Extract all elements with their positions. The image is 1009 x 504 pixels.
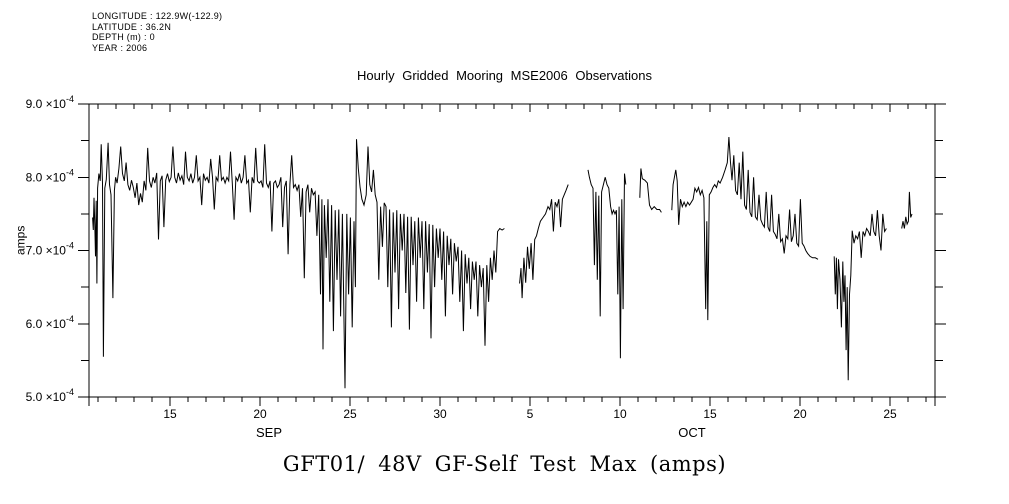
x-tick-label: 25 <box>343 407 357 421</box>
meta-line-longitude: LONGITUDE : 122.9W(-122.9) <box>92 11 223 21</box>
x-tick-label: 15 <box>703 407 717 421</box>
meta-line-latitude: LATITUDE : 36.2N <box>92 21 172 32</box>
data-series-segment <box>587 169 627 359</box>
x-tick-label: 15 <box>163 407 177 421</box>
y-tick-label: 5.0 ×10-4 <box>26 387 74 404</box>
x-tick-label: 10 <box>613 407 627 421</box>
chart-title: Hourly Gridded Mooring MSE2006 Observati… <box>357 68 652 83</box>
y-tick-label: 7.0 ×10-4 <box>26 241 74 258</box>
data-series-segment <box>92 139 505 389</box>
chart-subtitle: GFT01/ 48V GF-Self Test Max (amps) <box>282 452 727 476</box>
plot-frame <box>88 103 936 398</box>
data-series-segment <box>639 168 662 213</box>
x-tick-label: 30 <box>433 407 447 421</box>
y-axis-label: amps <box>13 225 28 255</box>
x-month-label: SEP <box>256 425 282 440</box>
data-series-segment <box>901 191 913 229</box>
x-tick-label: 20 <box>793 407 807 421</box>
x-month-label: OCT <box>678 425 706 440</box>
y-tick-label: 8.0 ×10-4 <box>26 167 74 184</box>
x-tick-label: 20 <box>253 407 267 421</box>
x-tick-label: 25 <box>883 407 897 421</box>
meta-line-depth: DEPTH (m) : 0 <box>92 32 155 42</box>
data-series-segment <box>833 210 887 381</box>
metadata-block: LONGITUDE : 122.9W(-122.9) LATITUDE : 36… <box>92 11 222 53</box>
data-series-segment <box>519 184 569 299</box>
y-tick-label: 6.0 ×10-4 <box>26 314 74 331</box>
data-series-segment <box>671 136 819 321</box>
x-tick-label: 5 <box>527 407 534 421</box>
y-tick-label: 9.0 ×10-4 <box>26 94 74 111</box>
meta-line-year: YEAR : 2006 <box>92 42 148 53</box>
